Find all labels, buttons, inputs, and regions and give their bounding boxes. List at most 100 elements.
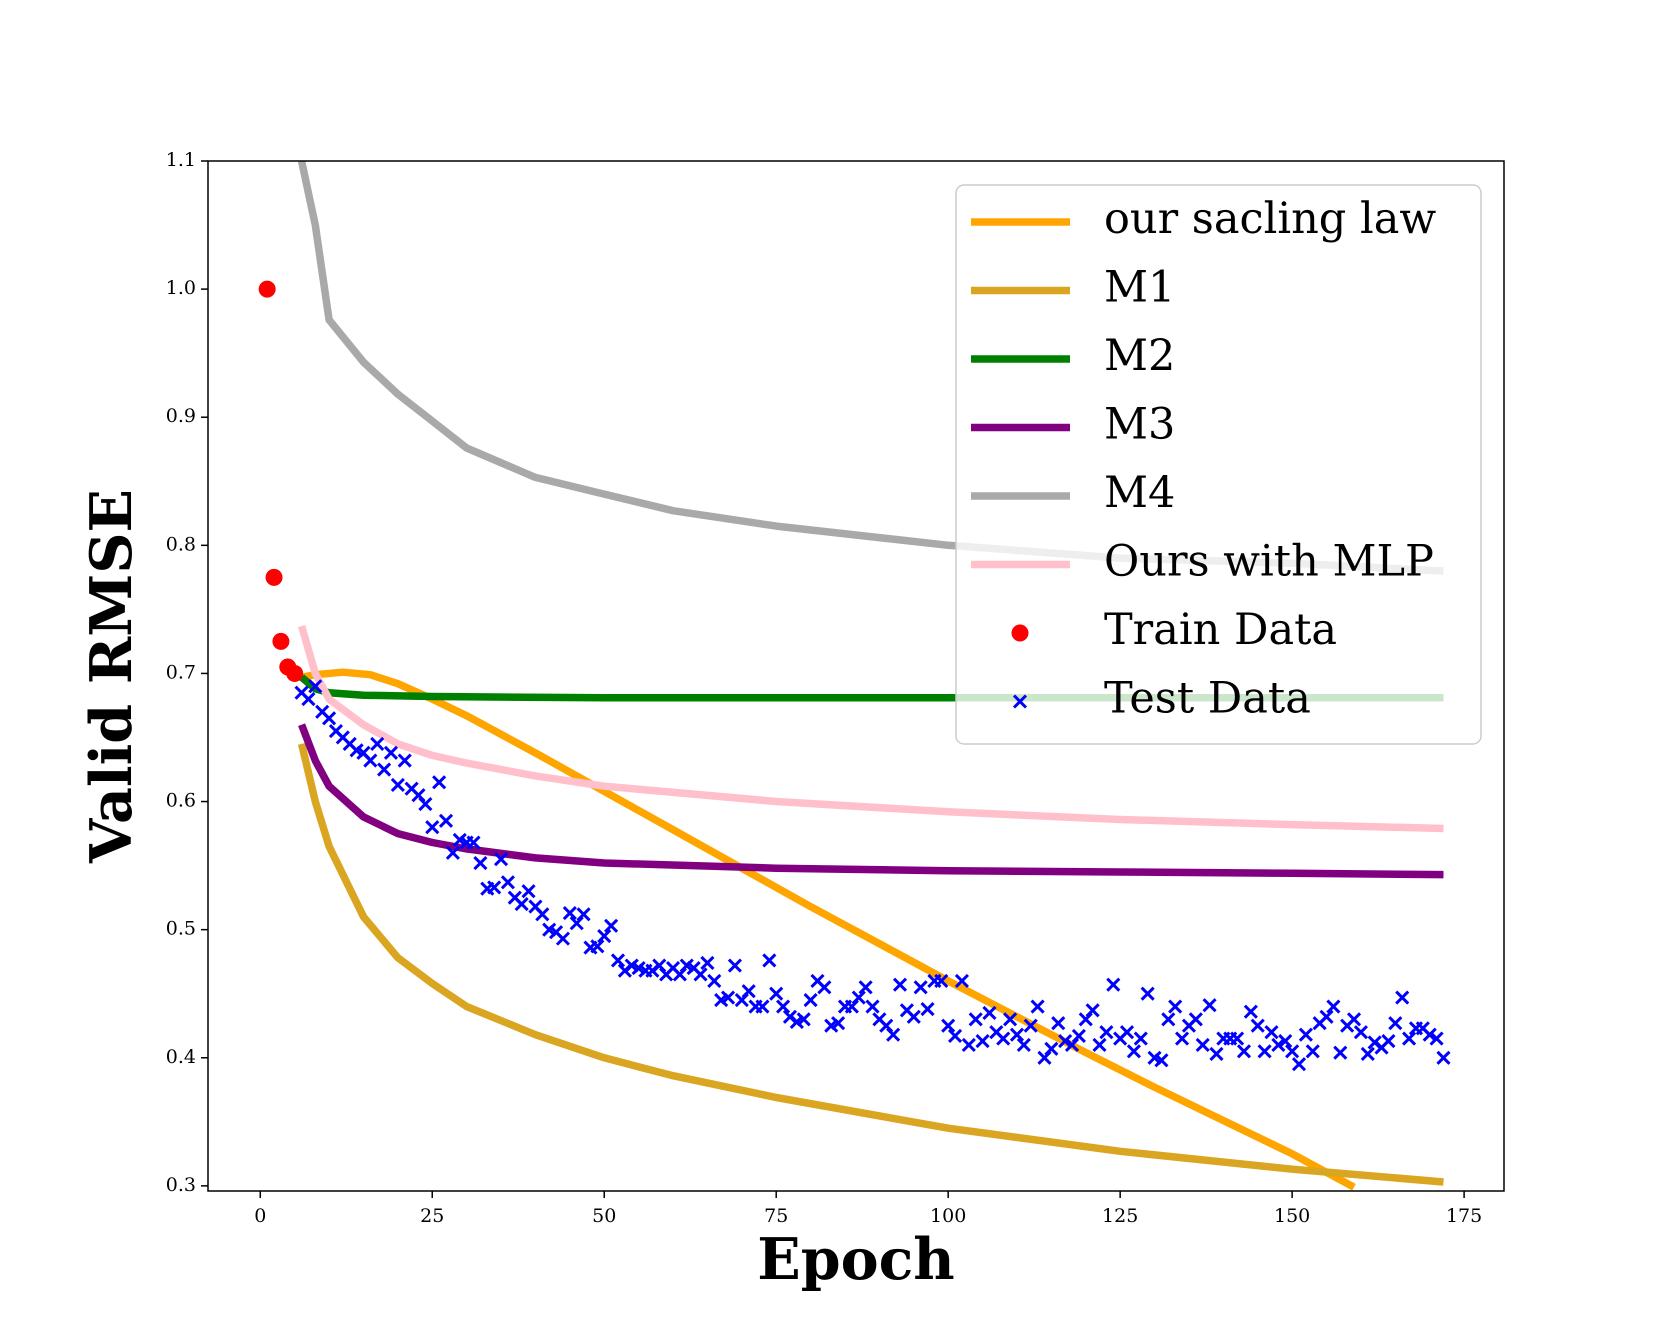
legend-swatch: [1011, 624, 1029, 642]
test-point: [363, 753, 378, 768]
test-point: [597, 929, 612, 944]
y-tick-label: 0.5: [166, 918, 196, 940]
test-point: [1305, 1044, 1320, 1059]
series-line: [300, 668, 1356, 1191]
test-point: [707, 973, 722, 988]
test-point: [720, 990, 736, 1005]
test-point: [1174, 1031, 1190, 1046]
test-point: [1044, 1041, 1059, 1056]
test-point: [1353, 1025, 1368, 1040]
test-point: [1195, 1037, 1210, 1053]
test-point: [425, 820, 440, 835]
test-point: [1168, 999, 1183, 1014]
test-point: [1071, 1028, 1086, 1044]
y-tick-label: 0.7: [166, 661, 196, 683]
y-tick-label: 1.0: [166, 277, 196, 299]
test-point: [1278, 1034, 1293, 1049]
test-point: [1243, 1004, 1258, 1019]
test-point: [886, 1027, 901, 1042]
test-point: [514, 896, 529, 912]
test-point: [438, 813, 454, 828]
test-point: [1402, 1031, 1417, 1046]
x-tick-label: 100: [930, 1205, 966, 1227]
legend-label: M3: [1104, 400, 1175, 450]
test-point: [941, 1018, 956, 1033]
test-point: [1298, 1027, 1313, 1042]
axes-frame: [207, 160, 1505, 1192]
test-point: [975, 1034, 990, 1049]
test-point: [1388, 1016, 1403, 1031]
test-point: [1106, 977, 1121, 992]
test-point: [1016, 1037, 1031, 1053]
test-point: [562, 905, 577, 921]
test-point: [610, 953, 626, 968]
test-point: [383, 745, 399, 760]
test-point: [1023, 1018, 1038, 1033]
test-point: [1346, 1012, 1362, 1027]
test-point: [390, 777, 405, 792]
test-point: [397, 753, 412, 768]
test-point: [1319, 1009, 1334, 1024]
test-point: [982, 1005, 997, 1020]
test-point: [301, 691, 316, 707]
test-point: [961, 1037, 976, 1053]
test-point: [1009, 1027, 1025, 1042]
test-point: [576, 907, 591, 922]
legend-box: [955, 184, 1482, 745]
test-point: [954, 973, 969, 988]
test-point: [1202, 998, 1217, 1013]
test-point: [803, 993, 818, 1008]
y-tick-label: 0.3: [166, 1174, 196, 1196]
test-point: [776, 999, 791, 1014]
test-point: [913, 980, 928, 995]
test-point: [1395, 990, 1410, 1005]
test-point: [604, 918, 619, 933]
test-point: [769, 986, 784, 1001]
test-point: [1291, 1057, 1307, 1072]
test-point: [377, 762, 392, 777]
test-point: [1422, 1027, 1437, 1042]
test-point: [1285, 1044, 1300, 1059]
test-point: [727, 958, 742, 973]
test-point: [1051, 1016, 1066, 1031]
x-tick-label: 75: [764, 1205, 788, 1227]
test-point: [1326, 999, 1341, 1014]
x-tick-label: 175: [1446, 1205, 1482, 1227]
test-point: [817, 980, 832, 995]
test-point: [1264, 1025, 1279, 1040]
test-point: [1003, 1012, 1018, 1027]
test-point: [418, 797, 433, 812]
legend-label: M4: [1104, 468, 1175, 518]
y-tick-label: 0.9: [166, 405, 196, 427]
train-point: [286, 664, 304, 682]
test-point: [1058, 1034, 1073, 1049]
test-point: [906, 1009, 921, 1024]
x-tick-label: 25: [420, 1205, 444, 1227]
test-point: [555, 931, 571, 946]
test-point: [1230, 1031, 1245, 1046]
test-point: [308, 679, 323, 694]
test-point: [1257, 1044, 1272, 1059]
test-point: [892, 977, 908, 992]
test-point: [521, 884, 536, 899]
test-point: [693, 967, 708, 982]
y-tick-label: 1.1: [166, 149, 196, 171]
test-point: [858, 980, 873, 995]
test-point: [934, 973, 949, 988]
legend-swatch: [1012, 694, 1028, 709]
test-point: [1429, 1031, 1444, 1046]
test-point: [1092, 1037, 1107, 1053]
test-point: [700, 955, 715, 971]
test-point: [445, 845, 460, 860]
test-point: [590, 939, 605, 954]
test-point: [493, 852, 509, 867]
series-line: [297, 743, 1444, 1186]
x-tick-label: 50: [592, 1205, 616, 1227]
test-point: [1099, 1025, 1114, 1040]
test-point: [1133, 1031, 1148, 1046]
test-point: [755, 999, 770, 1014]
test-point: [1085, 1003, 1100, 1018]
train-point: [265, 568, 283, 586]
test-point: [796, 1012, 811, 1027]
test-point: [466, 835, 481, 850]
